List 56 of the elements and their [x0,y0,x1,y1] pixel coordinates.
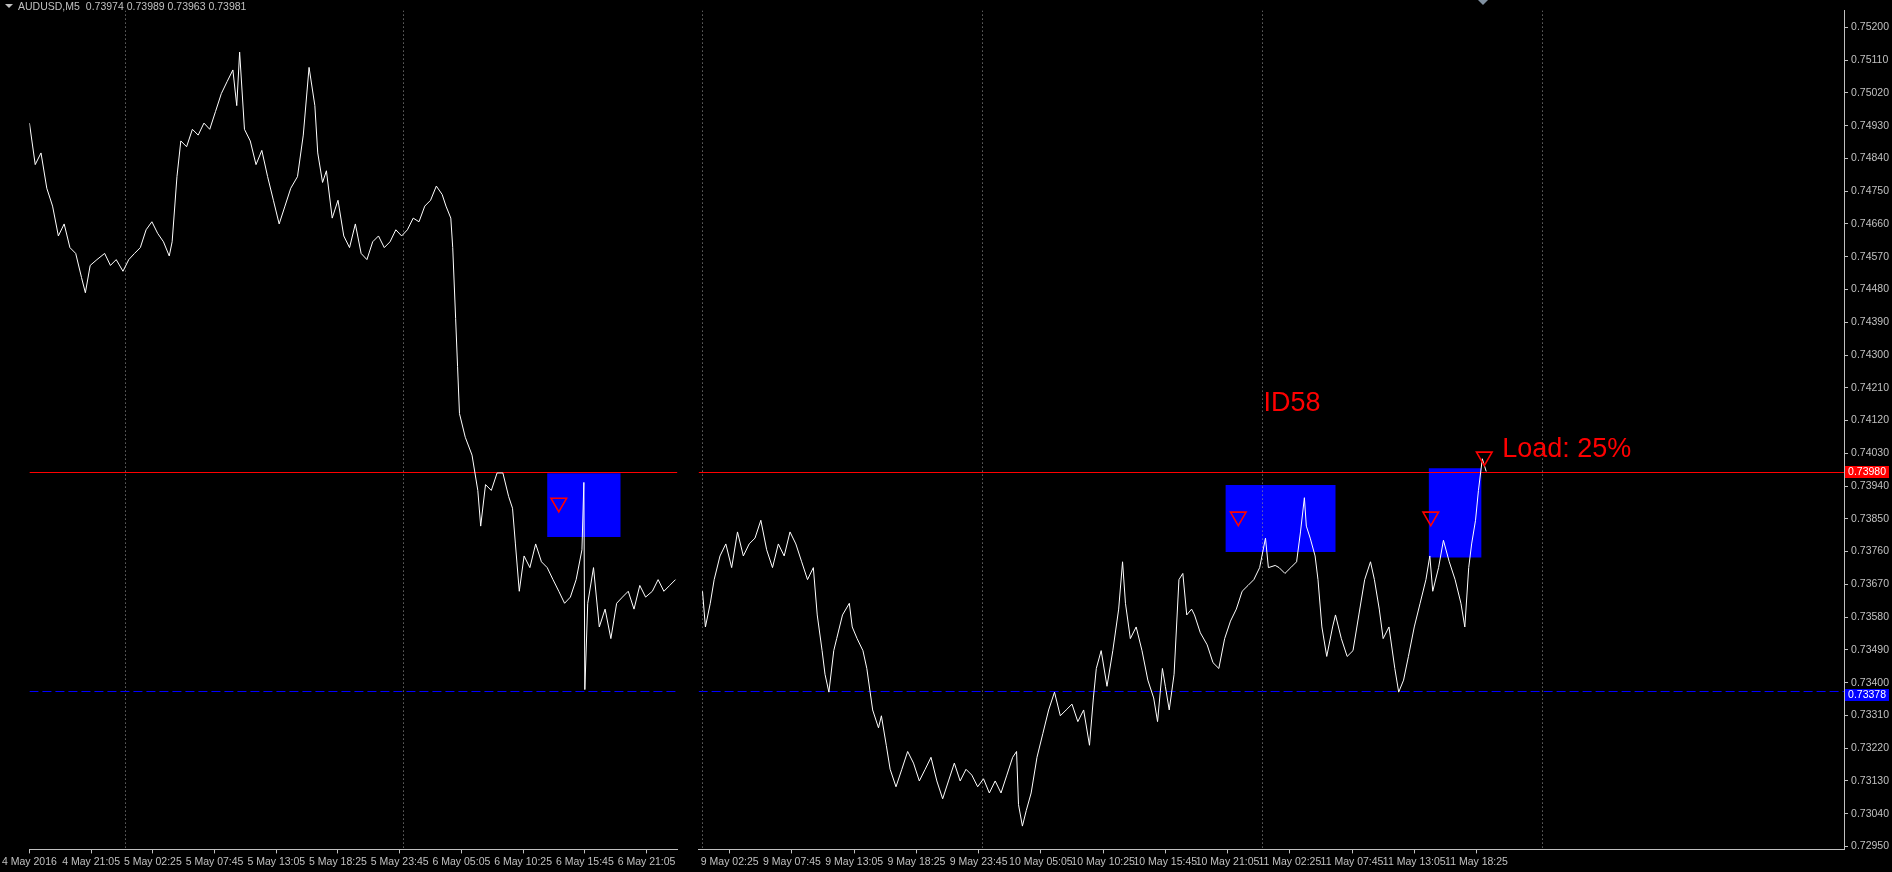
x-tick-label: 11 May 07:45 [1320,854,1384,867]
ref-line-label: 0.73378 [1848,688,1887,701]
y-tick-label: 0.74840 [1851,151,1890,164]
x-tick-label: 10 May 10:25 [1071,854,1136,867]
y-tick-label: 0.74930 [1851,118,1890,131]
x-tick-label: 10 May 15:45 [1133,854,1198,867]
y-tick-label: 0.74210 [1851,380,1890,393]
x-tick-label: 11 May 13:05 [1382,854,1446,867]
y-tick-label: 0.74570 [1851,249,1890,262]
x-tick-label: 10 May 21:05 [1195,854,1260,867]
x-tick-label: 6 May 10:25 [494,854,553,867]
x-tick-label: 9 May 13:05 [825,854,884,867]
y-tick-label: 0.73220 [1851,741,1890,754]
y-tick-label: 0.73130 [1851,773,1890,786]
annotation: Load: 25% [1502,433,1632,464]
y-tick-label: 0.73580 [1851,610,1890,623]
x-tick-label: 5 May 23:45 [370,854,429,867]
y-tick-label: 0.73490 [1851,642,1890,655]
y-tick-label: 0.75200 [1851,20,1890,33]
chart-title: AUDUSD,M5 [18,0,80,12]
y-tick-label: 0.74030 [1851,446,1890,459]
x-tick-label: 9 May 23:45 [949,854,1008,867]
x-tick-label: 11 May 02:25 [1258,854,1322,867]
x-tick-label: 11 May 18:25 [1445,854,1509,867]
x-tick-label: 5 May 13:05 [247,854,306,867]
annotation: ID58 [1263,386,1321,417]
y-tick-label: 0.73940 [1851,478,1890,491]
y-tick-label: 0.73760 [1851,544,1890,557]
x-tick-label: 5 May 02:25 [123,854,182,867]
y-tick-label: 0.73850 [1851,511,1890,524]
x-tick-label: 5 May 07:45 [185,854,244,867]
x-tick-label: 5 May 18:25 [309,854,368,867]
y-tick-label: 0.73670 [1851,577,1890,590]
y-tick-label: 0.74390 [1851,315,1890,328]
x-tick-label: 9 May 18:25 [887,854,946,867]
y-tick-label: 0.74480 [1851,282,1890,295]
y-tick-label: 0.74750 [1851,184,1890,197]
y-tick-label: 0.73310 [1851,708,1890,721]
y-tick-label: 0.73040 [1851,806,1890,819]
x-tick-label: 6 May 15:45 [555,854,614,867]
x-tick-label: 6 May 05:05 [432,854,491,867]
ref-line-label: 0.73980 [1848,465,1887,478]
y-tick-label: 0.74660 [1851,216,1890,229]
y-tick-label: 0.74300 [1851,347,1890,360]
x-tick-label: 9 May 07:45 [763,854,821,867]
y-tick-label: 0.75110 [1851,53,1889,65]
x-tick-label: 4 May 21:05 [62,854,121,867]
y-tick-label: 0.72950 [1851,839,1890,852]
y-tick-label: 0.75020 [1851,85,1890,98]
x-tick-label: 10 May 05:05 [1009,854,1073,867]
x-tick-label: 4 May 2016 [2,854,58,867]
y-tick-label: 0.74120 [1851,413,1890,426]
x-tick-label: 6 May 21:05 [617,854,676,867]
x-tick-label: 9 May 02:25 [700,854,759,867]
y-tick-label: 0.73400 [1851,675,1890,688]
chart-subtitle: 0.73974 0.73989 0.73963 0.73981 [85,0,247,12]
